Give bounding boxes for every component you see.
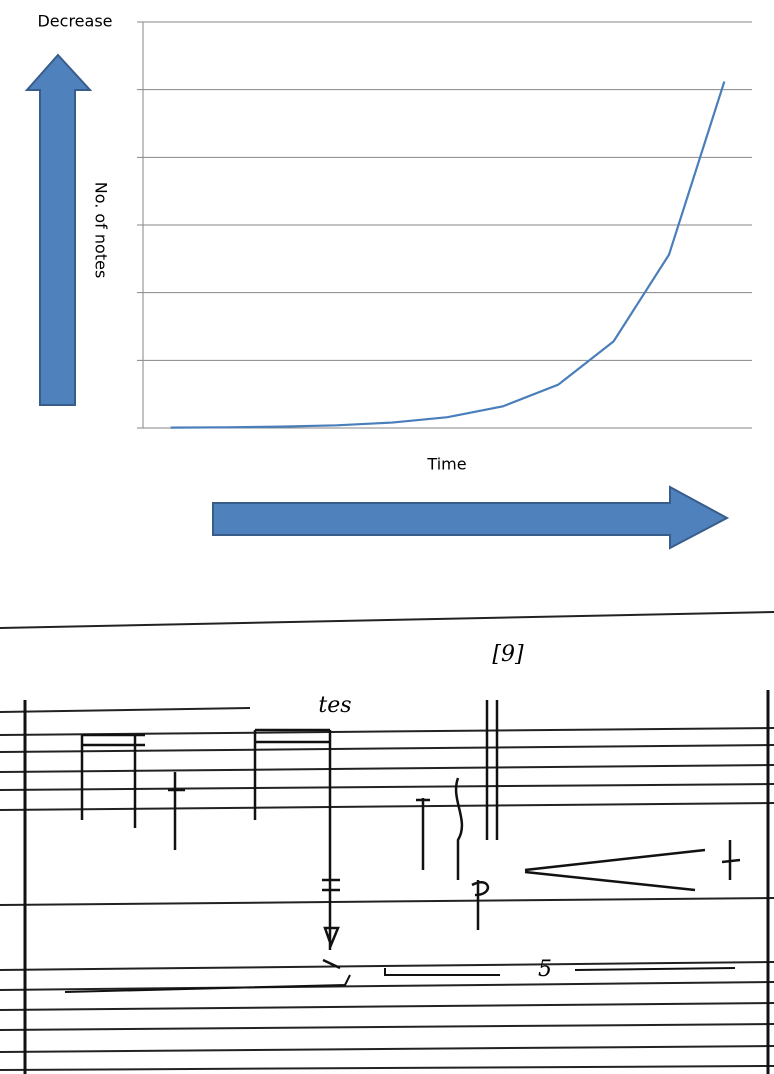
staff-line (0, 803, 774, 810)
staff-line (0, 1066, 774, 1070)
staff-line (0, 765, 774, 772)
plot-area (137, 22, 752, 428)
y-arrow-label: No. of notes (92, 182, 111, 279)
data-line (171, 82, 725, 428)
tuplet-number: 5 (538, 957, 552, 982)
score-marking: tes (318, 693, 351, 718)
staff-line (0, 784, 774, 790)
staff-line (0, 1003, 774, 1010)
staff-line (0, 982, 774, 990)
page: Decrease No. of notes Time [9] tes 5 (0, 0, 774, 1074)
music-score: [9] tes 5 (0, 612, 774, 1074)
right-arrow (213, 487, 727, 548)
staff-line (0, 1046, 774, 1052)
up-arrow (27, 55, 90, 405)
staff-line (0, 1024, 774, 1030)
decrease-label: Decrease (37, 12, 112, 31)
notation-strokes (82, 700, 740, 968)
staff-line (0, 612, 774, 628)
staff-line (0, 898, 774, 905)
rehearsal-mark: [9] (492, 642, 524, 667)
staff-line (0, 708, 250, 712)
x-arrow-label: Time (426, 455, 466, 474)
